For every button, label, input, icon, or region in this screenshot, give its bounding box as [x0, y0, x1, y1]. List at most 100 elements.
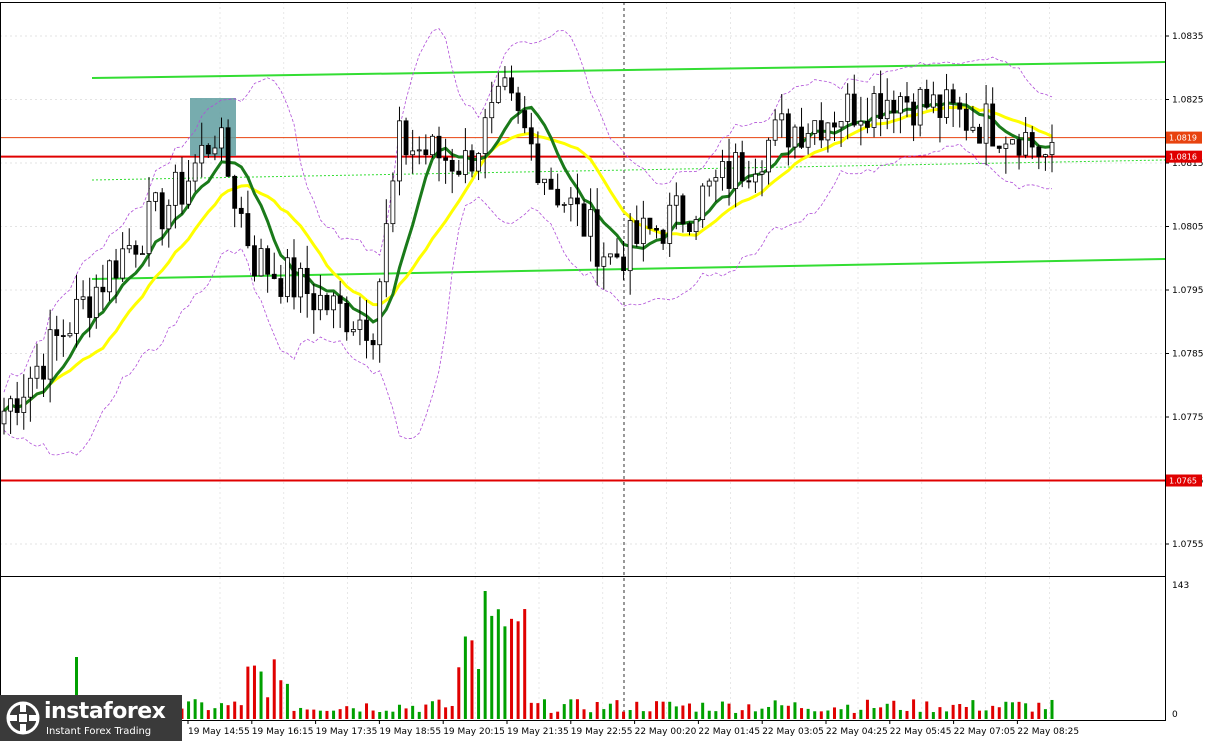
volume-bar	[938, 707, 942, 719]
time-label: 22 May 05:45	[890, 727, 952, 737]
candle-body	[845, 93, 851, 122]
volume-bar	[193, 699, 197, 719]
candle-body	[192, 162, 198, 182]
volume-bar	[378, 712, 382, 719]
time-label: 19 May 22:55	[571, 727, 633, 737]
volume-bar	[714, 711, 718, 719]
candle-body	[482, 117, 488, 154]
candle-body	[34, 365, 40, 379]
candle-body	[667, 204, 673, 244]
volume-bar	[1043, 709, 1047, 719]
volume-bar	[674, 706, 678, 719]
volume-bar	[206, 710, 210, 719]
fast-moving-average	[2, 101, 1053, 413]
price-tag-bg	[1166, 474, 1202, 487]
volume-bar	[266, 697, 270, 719]
volume-bar	[279, 680, 283, 719]
volume-bar	[477, 669, 481, 719]
volume-bar	[628, 710, 632, 719]
candle-body	[271, 273, 277, 279]
candle-body	[357, 319, 363, 330]
volume-bar	[879, 707, 883, 719]
candle-body	[1043, 154, 1048, 157]
volume-bar	[635, 701, 639, 719]
volume-bar	[687, 703, 691, 719]
candle-body	[443, 157, 449, 161]
candle-body	[996, 145, 1002, 149]
volume-bar	[411, 705, 415, 719]
volume-bar	[898, 709, 902, 719]
candle-body	[878, 93, 884, 120]
volume-bar	[701, 702, 705, 719]
volume-bar	[997, 707, 1001, 719]
candle-body	[80, 296, 86, 300]
volume-bar	[951, 704, 955, 719]
candle-body	[278, 278, 284, 297]
candle-body	[172, 171, 178, 206]
volume-zero-label: 0	[1172, 710, 1178, 720]
volume-bar	[220, 703, 224, 719]
candle-body	[522, 110, 528, 129]
candle-body	[311, 293, 317, 311]
logo-tagline: Instant Forex Trading	[46, 726, 152, 737]
candle-body	[410, 150, 416, 156]
candle-body	[21, 396, 27, 413]
volume-bar	[582, 709, 586, 719]
volume-bar	[1024, 703, 1028, 719]
time-label: 22 May 07:05	[954, 727, 1016, 737]
candle-body	[232, 175, 238, 209]
candle-body	[673, 195, 679, 206]
volume-bar	[391, 711, 395, 719]
volume-bar	[977, 710, 981, 719]
volume-bar	[523, 609, 527, 719]
candle-body	[436, 135, 442, 159]
volume-bar	[865, 699, 869, 719]
volume-bar	[608, 703, 612, 719]
channel-upper-line	[91, 61, 1166, 79]
candle-body	[581, 203, 587, 237]
volume-bar	[318, 710, 322, 719]
volume-bar	[826, 710, 830, 719]
candle-body	[140, 253, 145, 255]
volume-bar	[549, 712, 553, 719]
volume-bar	[885, 703, 889, 719]
volume-bar	[272, 659, 276, 719]
candle-body	[1036, 146, 1042, 157]
candle-body	[568, 197, 574, 205]
candle-body	[14, 398, 20, 413]
candle-body	[403, 120, 409, 156]
candle-body	[871, 93, 877, 128]
time-label: 19 May 17:35	[316, 727, 378, 737]
candle-body	[212, 147, 218, 155]
volume-bar	[510, 618, 514, 719]
volume-bar	[483, 591, 487, 719]
candle-body	[713, 177, 719, 182]
candle-body	[891, 99, 897, 114]
volume-bar	[312, 709, 316, 719]
candle-body	[680, 195, 686, 225]
volume-bar	[595, 701, 599, 719]
time-label: 19 May 20:15	[443, 727, 505, 737]
candle-body	[370, 340, 376, 346]
candle-body	[186, 180, 191, 205]
volume-bar	[734, 712, 738, 719]
volume-bar	[892, 700, 896, 719]
volume-bar	[424, 704, 428, 719]
volume-bar	[681, 705, 685, 719]
volume-bar	[292, 710, 296, 719]
candle-body	[225, 127, 231, 177]
volume-bar	[641, 711, 645, 719]
candle-body	[825, 122, 831, 141]
candle-body	[47, 329, 53, 380]
candle-body	[377, 281, 383, 346]
time-label: 22 May 08:25	[1017, 727, 1079, 737]
candle-body	[87, 296, 93, 318]
candle-body	[509, 77, 514, 94]
candle-body	[805, 133, 811, 148]
candle-body	[924, 88, 930, 108]
candle-body	[390, 180, 396, 225]
volume-bar	[589, 712, 593, 719]
candle-body	[120, 248, 126, 279]
candle-body	[1003, 143, 1009, 149]
